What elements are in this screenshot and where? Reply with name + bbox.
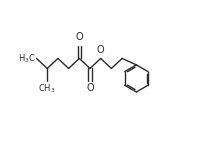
Text: O: O — [97, 45, 105, 55]
Text: O: O — [76, 32, 83, 42]
Text: CH$_3$: CH$_3$ — [38, 83, 56, 95]
Text: O: O — [86, 83, 94, 93]
Text: H$_3$C: H$_3$C — [18, 52, 36, 65]
